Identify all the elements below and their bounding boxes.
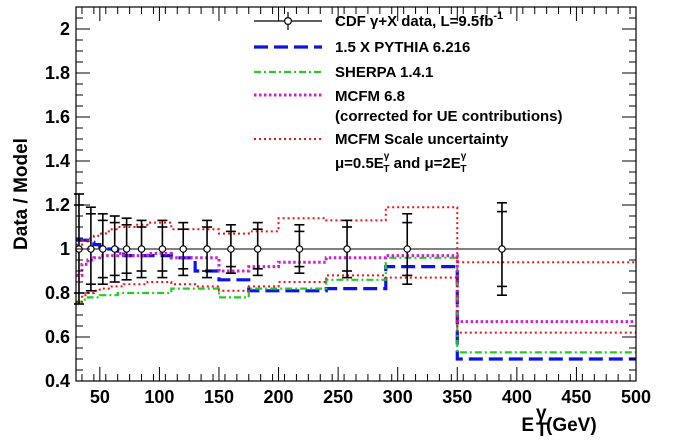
x-tick-label: 150	[204, 387, 234, 407]
legend-label-data-text: CDF γ+X data, L=9.5fb	[335, 13, 493, 30]
legend-label-mcfm: MCFM 6.8	[335, 88, 405, 105]
y-tick-label: 1.2	[45, 195, 70, 215]
x-axis-title-sup: γ	[536, 403, 547, 424]
data-point	[178, 221, 189, 277]
x-tick-label: 100	[144, 387, 174, 407]
x-tick-label: 200	[264, 387, 294, 407]
scale-sup1: γ	[384, 151, 390, 162]
data-point	[85, 206, 96, 292]
y-tick-label: 0.6	[45, 327, 70, 347]
legend-item-sherpa: SHERPA 1.4.1	[254, 64, 433, 81]
data-point	[109, 215, 120, 283]
data-marker	[498, 245, 506, 253]
legend-item-scale: MCFM Scale uncertainty μ=0.5Eγ T and μ=2E…	[254, 131, 509, 175]
scale-sub1: T	[383, 164, 389, 175]
scale-sup2: γ	[461, 151, 467, 162]
legend-label-pythia: 1.5 X PYTHIA 6.216	[335, 39, 470, 56]
data-marker	[343, 245, 351, 253]
scale-mu1: μ=0.5E	[335, 155, 384, 172]
scale-and: and	[389, 155, 424, 172]
x-tick-label: 400	[502, 387, 532, 407]
x-axis-title: E γ T (GeV)	[521, 403, 596, 441]
x-axis-title-sub: T	[536, 420, 548, 441]
y-tick-label: 1.6	[45, 107, 70, 127]
data-marker	[253, 245, 262, 253]
data-point	[202, 219, 213, 279]
data-marker	[295, 245, 304, 253]
legend-label-mcfm-line2: (corrected for UE contributions)	[335, 108, 563, 125]
data-point	[294, 224, 305, 275]
x-tick-label: 50	[90, 387, 110, 407]
data-point	[225, 224, 236, 275]
data-point	[402, 213, 413, 286]
x-tick-label: 350	[442, 387, 472, 407]
legend-label-data: CDF γ+X data, L=9.5fb-1	[335, 10, 503, 30]
data-point	[342, 219, 353, 279]
series-2-line	[76, 256, 636, 354]
y-tick-label: 0.8	[45, 283, 70, 303]
x-axis-title-unit: (GeV)	[546, 415, 597, 436]
legend-label-data-sup: -1	[493, 10, 503, 22]
data-point	[97, 213, 108, 286]
legend: CDF γ+X data, L=9.5fb-1 1.5 X PYTHIA 6.2…	[254, 10, 563, 175]
x-tick-label: 300	[383, 387, 413, 407]
legend-swatch-data-marker	[284, 17, 293, 26]
x-tick-label: 450	[561, 387, 591, 407]
y-tick-label: 2	[60, 19, 70, 39]
data-point	[496, 202, 507, 297]
data-marker	[99, 245, 107, 253]
x-tick-label: 500	[621, 387, 651, 407]
series-3-line	[76, 251, 636, 324]
data-marker	[110, 245, 119, 253]
scale-sub2: T	[460, 164, 466, 175]
data-point	[157, 219, 168, 279]
y-axis-title: Data / Model	[11, 138, 32, 250]
y-tick-label: 1.4	[45, 151, 70, 171]
series-4-lower-line	[76, 274, 636, 334]
data-point	[252, 221, 263, 277]
legend-item-mcfm: MCFM 6.8 (corrected for UE contributions…	[254, 88, 563, 125]
scale-mu2: μ=2E	[424, 155, 460, 172]
y-tick-label: 0.4	[45, 371, 70, 391]
legend-item-data: CDF γ+X data, L=9.5fb-1	[254, 10, 503, 30]
data-marker	[158, 245, 167, 253]
legend-label-sherpa: SHERPA 1.4.1	[335, 64, 433, 81]
data-layer	[73, 193, 636, 361]
x-axis-title-base: E	[521, 415, 534, 436]
legend-item-pythia: 1.5 X PYTHIA 6.216	[254, 39, 470, 56]
data-marker	[179, 245, 188, 253]
data-marker	[122, 245, 131, 253]
data-marker	[403, 245, 412, 253]
data-point	[121, 217, 132, 281]
data-point	[136, 219, 147, 279]
legend-label-scale-line2: μ=0.5Eγ T and μ=2Eγ T	[335, 151, 467, 175]
data-marker	[203, 245, 211, 253]
y-tick-label: 1	[60, 239, 70, 259]
x-tick-label: 250	[323, 387, 353, 407]
y-tick-label: 1.8	[45, 63, 70, 83]
data-marker	[137, 245, 146, 253]
data-marker	[227, 245, 235, 253]
legend-label-scale: MCFM Scale uncertainty	[335, 131, 509, 148]
